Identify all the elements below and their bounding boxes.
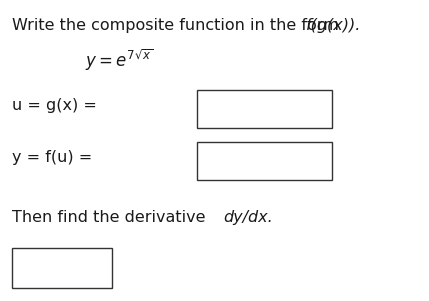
Text: $y = e^{7\sqrt{x}}$: $y = e^{7\sqrt{x}}$ [85, 48, 153, 73]
Bar [197, 90, 332, 128]
Text: dy/dx.: dy/dx. [224, 210, 273, 225]
Text: Write the composite function in the form: Write the composite function in the form [12, 18, 344, 33]
Text: f(g(x)).: f(g(x)). [306, 18, 361, 33]
Text: u = g(x) =: u = g(x) = [12, 98, 102, 113]
Text: Then find the derivative: Then find the derivative [12, 210, 211, 225]
Bar [12, 248, 112, 288]
Bar [197, 142, 332, 180]
Text: y = f(u) =: y = f(u) = [12, 150, 97, 165]
